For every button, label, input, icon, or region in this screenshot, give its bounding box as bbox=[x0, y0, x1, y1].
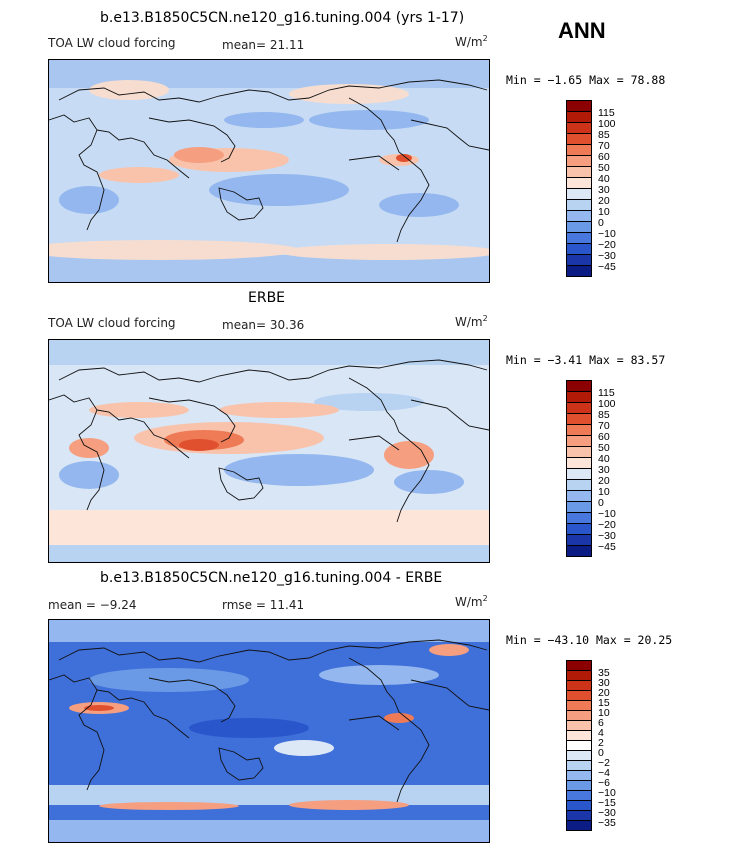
colorbar-level-label: 6 bbox=[598, 717, 604, 729]
colorbar-level-label: −10 bbox=[598, 228, 616, 240]
panel1-title: b.e13.B1850C5CN.ne120_g16.tuning.004 (yr… bbox=[100, 10, 465, 26]
colorbar-level-label: −6 bbox=[598, 777, 610, 789]
panel2-variable-label: TOA LW cloud forcing bbox=[48, 316, 176, 330]
colorbar-level-label: −2 bbox=[598, 757, 610, 769]
colorbar-level-label: 4 bbox=[598, 727, 604, 739]
panel2-map bbox=[48, 339, 490, 563]
panel3-units: W/m2 bbox=[455, 594, 488, 609]
colorbar-level-label: −20 bbox=[598, 239, 616, 251]
colorbar-level-label: 115 bbox=[598, 387, 615, 399]
colorbar-level-label: −30 bbox=[598, 530, 616, 542]
colorbar-level-label: 85 bbox=[598, 409, 610, 421]
colorbar-level-label: 40 bbox=[598, 173, 610, 185]
colorbar-level-label: 10 bbox=[598, 707, 610, 719]
panel3-colorbar-labels: 35 30 20 15 10 6 4 2 0 −2 −4 −6 −10 −15 −30 −35 bbox=[598, 667, 616, 829]
colorbar-level-label: 2 bbox=[598, 737, 604, 749]
panel1-units: W/m2 bbox=[455, 34, 488, 49]
colorbar-swatch bbox=[566, 265, 592, 277]
panel2-colorbar-labels: 115 100 85 70 60 50 40 30 20 10 0 −10 −20 −30 −45 bbox=[598, 388, 616, 553]
colorbar-level-label: 50 bbox=[598, 442, 610, 454]
colorbar-level-label: −10 bbox=[598, 787, 616, 799]
panel1-colorbar-labels: 115 100 85 70 60 50 40 30 20 10 0 −10 −20 −30 −45 bbox=[598, 108, 616, 273]
colorbar-level-label: 35 bbox=[598, 667, 610, 679]
colorbar-level-label: 20 bbox=[598, 687, 610, 699]
colorbar-swatch bbox=[566, 545, 592, 557]
panel2-title: ERBE bbox=[248, 290, 286, 306]
panel3-rmse: rmse = 11.41 bbox=[222, 598, 305, 612]
colorbar-level-label: 15 bbox=[598, 697, 610, 709]
colorbar-level-label: 40 bbox=[598, 453, 610, 465]
panel3-mean: mean = −9.24 bbox=[48, 598, 137, 612]
colorbar-level-label: 100 bbox=[598, 118, 616, 130]
panel1-min-max: Min = −1.65 Max = 78.88 bbox=[506, 73, 666, 87]
panel2-min-max: Min = −3.41 Max = 83.57 bbox=[506, 353, 666, 367]
colorbar-level-label: 30 bbox=[598, 677, 610, 689]
panel3-colorbar bbox=[566, 660, 592, 831]
colorbar-level-label: −10 bbox=[598, 508, 616, 520]
colorbar-level-label: −4 bbox=[598, 767, 610, 779]
colorbar-level-label: 10 bbox=[598, 206, 610, 218]
colorbar-level-label: 50 bbox=[598, 162, 610, 174]
colorbar-swatch bbox=[566, 820, 592, 831]
colorbar-level-label: 30 bbox=[598, 464, 610, 476]
colorbar-level-label: 0 bbox=[598, 747, 604, 759]
colorbar-level-label: −30 bbox=[598, 250, 616, 262]
colorbar-level-label: −15 bbox=[598, 797, 616, 809]
colorbar-level-label: 20 bbox=[598, 475, 610, 487]
panel1-variable-label: TOA LW cloud forcing bbox=[48, 36, 176, 50]
panel2-colorbar bbox=[566, 380, 592, 557]
panel2-units: W/m2 bbox=[455, 314, 488, 329]
season-label: ANN bbox=[558, 18, 606, 43]
colorbar-level-label: 100 bbox=[598, 398, 616, 410]
colorbar-level-label: −35 bbox=[598, 817, 616, 829]
colorbar-level-label: 0 bbox=[598, 497, 604, 509]
colorbar-level-label: 0 bbox=[598, 217, 604, 229]
panel3-map bbox=[48, 619, 490, 843]
panel1-colorbar bbox=[566, 100, 592, 277]
colorbar-level-label: 115 bbox=[598, 107, 615, 119]
colorbar-level-label: 10 bbox=[598, 486, 610, 498]
colorbar-level-label: −30 bbox=[598, 807, 616, 819]
colorbar-level-label: 85 bbox=[598, 129, 610, 141]
colorbar-level-label: −20 bbox=[598, 519, 616, 531]
panel1-mean: mean= 21.11 bbox=[222, 38, 305, 52]
panel3-min-max: Min = −43.10 Max = 20.25 bbox=[506, 633, 673, 647]
colorbar-level-label: 20 bbox=[598, 195, 610, 207]
colorbar-level-label: 60 bbox=[598, 151, 610, 163]
colorbar-level-label: 70 bbox=[598, 140, 610, 152]
colorbar-level-label: 70 bbox=[598, 420, 610, 432]
panel1-map bbox=[48, 59, 490, 283]
colorbar-level-label: 30 bbox=[598, 184, 610, 196]
colorbar-level-label: −45 bbox=[598, 261, 616, 273]
panel3-title: b.e13.B1850C5CN.ne120_g16.tuning.004 - E… bbox=[100, 570, 443, 586]
colorbar-level-label: −45 bbox=[598, 541, 616, 553]
panel2-mean: mean= 30.36 bbox=[222, 318, 305, 332]
colorbar-level-label: 60 bbox=[598, 431, 610, 443]
